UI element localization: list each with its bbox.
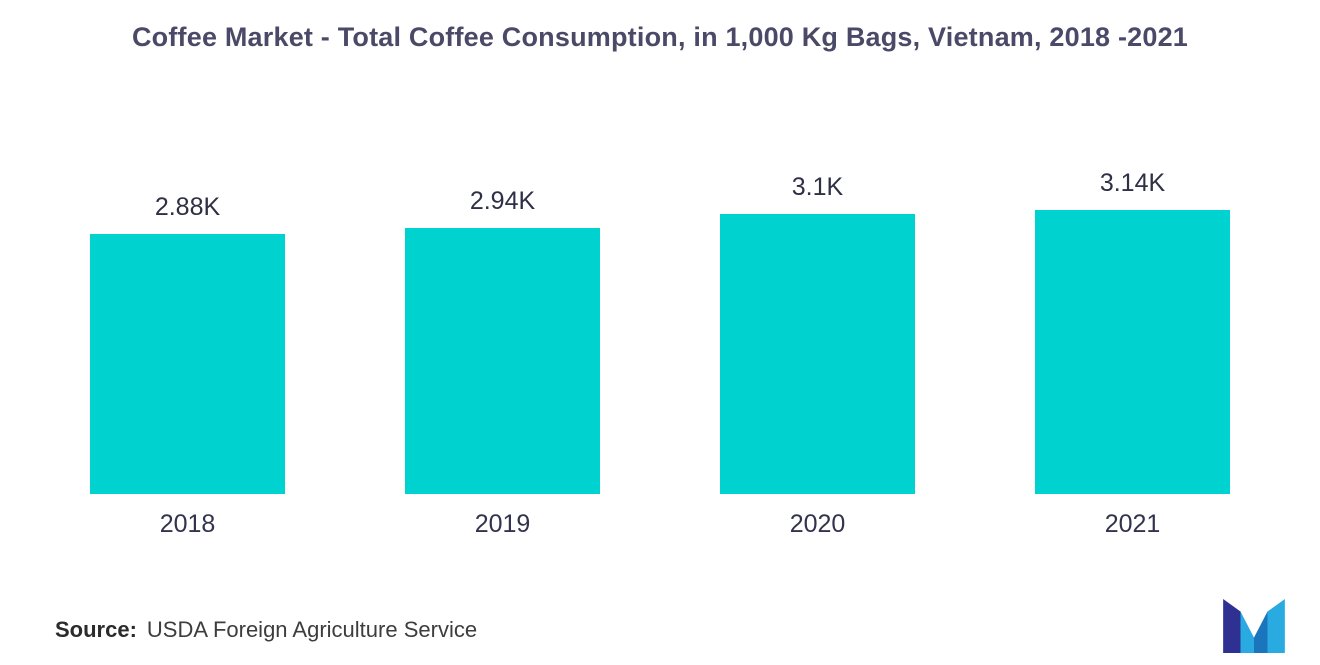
source-text: USDA Foreign Agriculture Service bbox=[146, 617, 478, 642]
bar-category-label: 2019 bbox=[474, 510, 531, 538]
bar-group-2019: 2.94K 2019 bbox=[345, 155, 660, 540]
bar-category-label: 2018 bbox=[159, 510, 216, 538]
bar-group-2018: 2.88K 2018 bbox=[30, 155, 345, 540]
bar-group-2020: 3.1K 2020 bbox=[660, 155, 975, 540]
mordor-intelligence-logo bbox=[1223, 599, 1285, 653]
bar-category-label: 2020 bbox=[789, 510, 846, 538]
bar bbox=[90, 234, 285, 494]
source-attribution: Source: USDA Foreign Agriculture Service bbox=[55, 617, 477, 643]
source-label: Source: bbox=[55, 617, 137, 642]
bar bbox=[405, 228, 600, 494]
bar bbox=[1035, 210, 1230, 494]
bar-group-2021: 3.14K 2021 bbox=[975, 155, 1290, 540]
bar-category-label: 2021 bbox=[1104, 510, 1161, 538]
bar bbox=[720, 214, 915, 494]
bar-value-label: 3.1K bbox=[791, 173, 844, 201]
chart-title: Coffee Market - Total Coffee Consumption… bbox=[131, 22, 1189, 52]
bar-chart: 2.88K 2018 2.94K 2019 3.1K 2020 3.14K 2021 bbox=[30, 155, 1290, 540]
bar-value-label: 3.14K bbox=[1099, 169, 1166, 197]
bar-value-label: 2.94K bbox=[469, 187, 536, 215]
bar-value-label: 2.88K bbox=[154, 193, 221, 221]
